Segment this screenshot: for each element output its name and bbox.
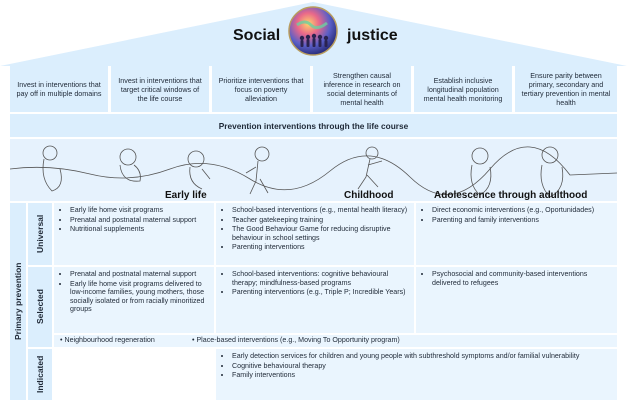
life-course-band: Prevention interventions through the lif… bbox=[10, 114, 617, 137]
indicated-cell: Early detection services for children an… bbox=[216, 349, 617, 400]
selected-wide-row: • Neighbourhood regeneration • Place-bas… bbox=[54, 335, 617, 347]
list-item: Neighbourhood regeneration bbox=[64, 336, 155, 344]
list-item: Family interventions bbox=[232, 371, 611, 380]
list-item: Early life home visit programs bbox=[70, 206, 208, 215]
pillar-1: Invest in interventions that pay off in … bbox=[10, 66, 108, 112]
list-item: Parenting and family interventions bbox=[432, 216, 611, 225]
list-item: Nutritional supplements bbox=[70, 225, 208, 234]
list-item: Psychosocial and community-based interve… bbox=[432, 270, 611, 287]
selected-childhood-cell: School-based interventions: cognitive be… bbox=[216, 267, 414, 333]
universal-early-life-cell: Early life home visit programs Prenatal … bbox=[54, 203, 214, 265]
selected-adolescence-cell: Psychosocial and community-based interve… bbox=[416, 267, 617, 333]
stage-adolescence: Adolescence through adulthood bbox=[434, 190, 588, 201]
list-item: Parenting interventions (e.g., Triple P;… bbox=[232, 288, 408, 297]
list-item: Direct economic interventions (e.g., Opo… bbox=[432, 206, 611, 215]
life-course-line-drawing bbox=[10, 145, 617, 198]
stage-childhood: Childhood bbox=[344, 190, 394, 201]
stage-early-life: Early life bbox=[165, 190, 207, 201]
list-item: Place-based interventions (e.g., Moving … bbox=[196, 336, 400, 344]
indicated-label: Indicated bbox=[28, 349, 52, 400]
selected-label: Selected bbox=[28, 267, 52, 347]
universal-adolescence-cell: Direct economic interventions (e.g., Opo… bbox=[416, 203, 617, 265]
pillar-3: Prioritize interventions that focus on p… bbox=[212, 66, 310, 112]
globe-people-icon bbox=[288, 6, 338, 56]
list-item: Early life home visit programs delivered… bbox=[70, 280, 208, 314]
list-item: Cognitive behavioural therapy bbox=[232, 362, 611, 371]
universal-label: Universal bbox=[28, 203, 52, 265]
pillar-2: Invest in interventions that target crit… bbox=[111, 66, 209, 112]
selected-early-life-cell: Prenatal and postnatal maternal support … bbox=[54, 267, 214, 333]
title-justice: justice bbox=[347, 27, 398, 44]
title-social: Social bbox=[233, 27, 281, 44]
primary-prevention-label: Primary prevention bbox=[10, 203, 26, 400]
universal-childhood-cell: School-based interventions (e.g., mental… bbox=[216, 203, 414, 265]
pillar-6: Ensure parity between primary, secondary… bbox=[515, 66, 617, 112]
list-item: Early detection services for children an… bbox=[232, 352, 611, 361]
pillar-4: Strengthen causal inference in research … bbox=[313, 66, 411, 112]
list-item: The Good Behaviour Game for reducing dis… bbox=[232, 225, 408, 242]
list-item: School-based interventions (e.g., mental… bbox=[232, 206, 408, 215]
list-item: Parenting interventions bbox=[232, 243, 408, 252]
list-item: School-based interventions: cognitive be… bbox=[232, 270, 408, 287]
list-item: Teacher gatekeeping training bbox=[232, 216, 408, 225]
list-item: Prenatal and postnatal maternal support bbox=[70, 270, 208, 279]
pillar-5: Establish inclusive longitudinal populat… bbox=[414, 66, 512, 112]
list-item: Prenatal and postnatal maternal support bbox=[70, 216, 208, 225]
